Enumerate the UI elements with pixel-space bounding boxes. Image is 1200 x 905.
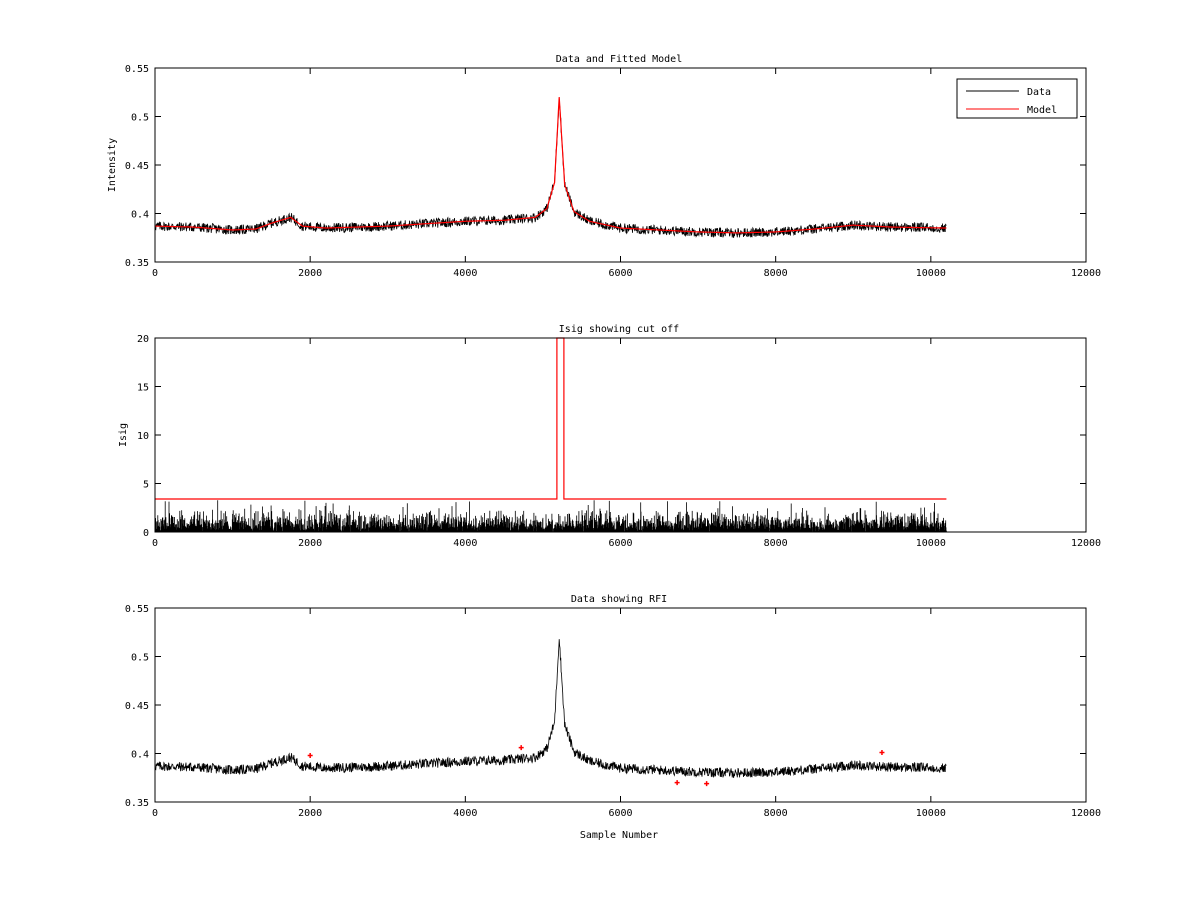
x-tick-label: 10000 xyxy=(916,808,946,819)
x-tick-label: 6000 xyxy=(608,268,632,279)
y-tick-label: 0.45 xyxy=(125,161,149,172)
rfi-marker xyxy=(518,745,524,751)
axes-frame xyxy=(154,607,1087,803)
y-tick-label: 5 xyxy=(143,480,149,491)
x-tick-label: 8000 xyxy=(764,538,788,549)
rfi-marker xyxy=(307,752,313,758)
data-series-line xyxy=(154,639,947,779)
model-series-line xyxy=(155,97,947,234)
x-tick-label: 10000 xyxy=(916,538,946,549)
x-tick-label: 12000 xyxy=(1071,538,1101,549)
axes-frame xyxy=(154,337,1087,533)
x-tick-label: 4000 xyxy=(453,538,477,549)
y-tick-label: 0.5 xyxy=(131,653,149,664)
ticks: 0 2000 4000 6000 8000 10000 12000 0.35 0.4 0.45 0.… xyxy=(125,604,1101,819)
panel-data-showing-rfi: Data showing RFI Sample Number 0 2000 4000… xyxy=(125,594,1101,841)
rfi-marker xyxy=(674,780,680,786)
rfi-marker xyxy=(704,781,710,787)
x-tick-label: 4000 xyxy=(453,808,477,819)
x-tick-label: 6000 xyxy=(608,808,632,819)
legend-box xyxy=(956,78,1078,119)
ticks: 0 2000 4000 6000 8000 10000 12000 0.35 0.4 0.45 0.… xyxy=(125,64,1101,279)
y-tick-label: 0.55 xyxy=(125,604,149,615)
y-tick-label: 0.5 xyxy=(131,113,149,124)
panel-title: Data showing RFI xyxy=(571,594,667,605)
legend[interactable]: Data Model xyxy=(956,78,1078,119)
x-tick-label: 2000 xyxy=(298,268,322,279)
y-tick-label: 0.35 xyxy=(125,798,149,809)
y-axis-label: Intensity xyxy=(107,138,118,192)
y-tick-label: 15 xyxy=(137,383,149,394)
x-tick-label: 2000 xyxy=(298,538,322,549)
y-tick-label: 20 xyxy=(137,334,149,345)
x-tick-label: 12000 xyxy=(1071,268,1101,279)
y-tick-label: 10 xyxy=(137,431,149,442)
axes-frame xyxy=(154,67,1087,263)
legend-data-label: Data xyxy=(1027,87,1051,98)
x-tick-label: 12000 xyxy=(1071,808,1101,819)
y-tick-label: 0 xyxy=(143,528,149,539)
x-tick-label: 4000 xyxy=(453,268,477,279)
y-tick-label: 0.35 xyxy=(125,258,149,269)
panel-title: Data and Fitted Model xyxy=(556,54,682,65)
x-tick-label: 6000 xyxy=(608,538,632,549)
panel-isig-showing-cut-off: Isig showing cut off Isig 0 2000 4000 6000 8… xyxy=(118,324,1101,549)
plot-area xyxy=(154,639,947,787)
x-tick-label: 0 xyxy=(152,538,158,549)
plot-area xyxy=(154,97,947,239)
panel-title: Isig showing cut off xyxy=(559,324,679,335)
x-tick-label: 10000 xyxy=(916,268,946,279)
y-tick-label: 0.4 xyxy=(131,210,149,221)
panel-data-and-fitted-model: Data and Fitted Model Intensity 0 2000 400… xyxy=(107,54,1101,279)
x-tick-label: 0 xyxy=(152,268,158,279)
legend-model-label: Model xyxy=(1027,105,1057,116)
y-axis-label: Isig xyxy=(118,423,129,447)
y-tick-label: 0.4 xyxy=(131,750,149,761)
rfi-marker xyxy=(879,750,885,756)
y-tick-label: 0.55 xyxy=(125,64,149,75)
ticks: 0 2000 4000 6000 8000 10000 12000 0 5 10 15 20 xyxy=(137,334,1101,549)
x-axis-label: Sample Number xyxy=(580,830,658,841)
y-tick-label: 0.45 xyxy=(125,701,149,712)
x-tick-label: 2000 xyxy=(298,808,322,819)
x-tick-label: 8000 xyxy=(764,268,788,279)
x-tick-label: 8000 xyxy=(764,808,788,819)
x-tick-label: 0 xyxy=(152,808,158,819)
